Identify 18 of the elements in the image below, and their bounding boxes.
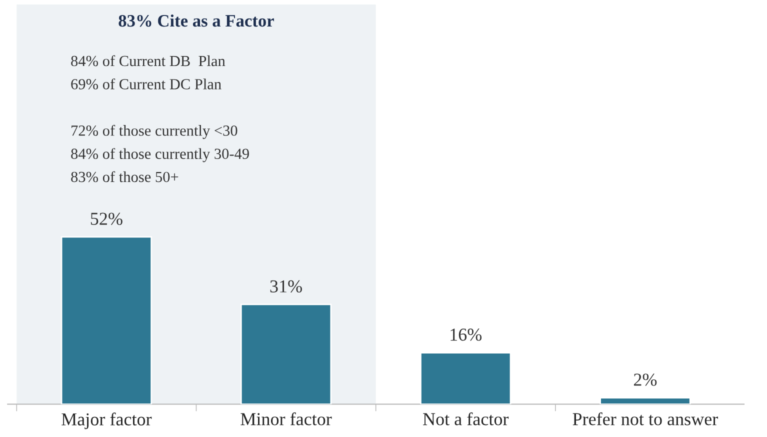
data-label: 16% bbox=[450, 328, 482, 341]
data-label: 2% bbox=[634, 374, 657, 386]
bar bbox=[240, 304, 332, 404]
bar bbox=[600, 397, 691, 404]
x-tick-label: Prefer not to answer bbox=[572, 412, 718, 426]
text: 69% of Current DC Plan bbox=[71, 78, 222, 90]
x-tick-label: Minor factor bbox=[240, 412, 332, 426]
x-tick-label: Not a factor bbox=[423, 412, 509, 426]
data-label: 52% bbox=[90, 212, 122, 225]
bar bbox=[420, 352, 512, 404]
x-tick-label: Major factor bbox=[62, 412, 152, 430]
text: 84% of those currently 30-49 bbox=[71, 148, 249, 162]
text: 72% of those currently <30 bbox=[72, 124, 238, 139]
chart-title: 83% Cite as a Factor bbox=[118, 14, 274, 27]
data-label: 31% bbox=[270, 280, 302, 293]
text: 84% of Current DB Plan bbox=[71, 55, 226, 66]
text: 83% of those 50+ bbox=[71, 171, 178, 182]
bar bbox=[60, 236, 152, 404]
